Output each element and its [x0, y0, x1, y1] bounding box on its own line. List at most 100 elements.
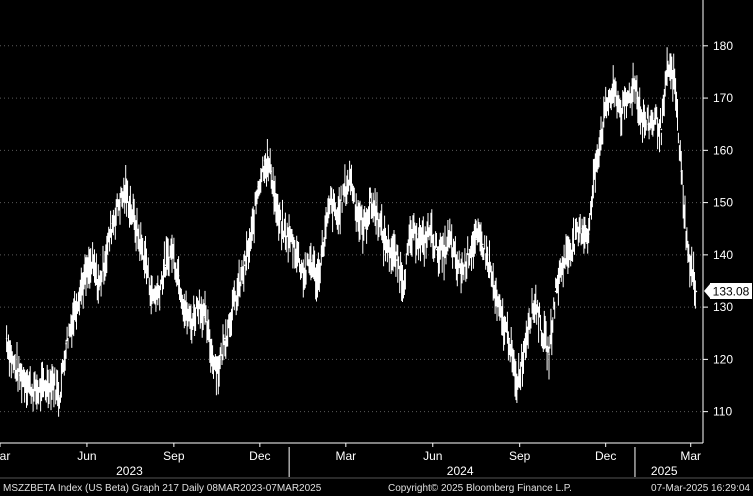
data-point [138, 238, 140, 240]
data-point [290, 238, 292, 240]
y-tick-label: 140 [713, 248, 733, 262]
data-point [667, 65, 669, 68]
last-value-pointer [704, 284, 710, 298]
data-point [72, 316, 74, 319]
data-point [561, 264, 563, 267]
data-point [695, 290, 698, 293]
data-point [462, 269, 464, 272]
data-point [131, 212, 134, 214]
data-point [118, 201, 120, 204]
data-point [210, 353, 213, 356]
data-point [587, 233, 590, 235]
data-point [243, 264, 246, 267]
data-point [620, 113, 623, 115]
data-point [343, 191, 345, 193]
last-value-badge [710, 283, 752, 299]
x-tick-label: Dec [595, 449, 616, 463]
data-point [263, 160, 266, 162]
data-point [144, 259, 147, 261]
data-point [124, 191, 127, 193]
data-point [303, 275, 306, 277]
data-point [111, 222, 114, 225]
data-point [323, 238, 325, 240]
plot-area [5, 47, 698, 417]
x-tick-label: Sep [163, 449, 185, 463]
y-tick-label: 150 [713, 196, 733, 210]
data-point [541, 332, 544, 335]
data-point [488, 264, 491, 267]
data-point [376, 212, 378, 214]
y-tick-label: 130 [713, 300, 733, 314]
data-point [468, 248, 471, 251]
data-point [429, 227, 431, 230]
data-point [673, 81, 676, 84]
data-point [680, 170, 683, 172]
data-point [501, 322, 504, 324]
data-point [356, 212, 359, 214]
x-tick-label: Mar [680, 449, 701, 463]
data-point [415, 233, 418, 235]
data-point [171, 248, 173, 251]
y-tick-label: 120 [713, 352, 733, 366]
data-point [607, 97, 610, 99]
data-point [5, 337, 8, 340]
data-point [574, 238, 577, 240]
y-tick-label: 160 [713, 143, 733, 157]
data-point [316, 280, 319, 282]
data-point [296, 254, 299, 256]
data-point [402, 280, 405, 282]
last-value-label: 133.08 [713, 285, 750, 299]
data-point [25, 379, 28, 382]
data-point [177, 275, 180, 277]
footer: MSZZBETA Index (US Beta) Graph 217 Daily… [3, 483, 750, 494]
data-point [654, 118, 656, 120]
data-point [191, 322, 193, 324]
data-point [349, 175, 352, 178]
x-tick-label: Sep [509, 449, 531, 463]
data-point [594, 165, 597, 167]
data-point [389, 248, 392, 251]
x-tick-label: Dec [249, 449, 270, 463]
x-tick-label: Mar [335, 449, 356, 463]
data-point [515, 384, 517, 387]
data-point [568, 248, 570, 251]
data-point [521, 358, 524, 361]
data-point [197, 301, 200, 303]
data-point [38, 389, 41, 392]
footer-left-text: MSZZBETA Index (US Beta) Graph 217 Daily… [3, 483, 322, 494]
data-point [310, 259, 312, 261]
data-point [435, 248, 438, 251]
data-point [528, 316, 530, 319]
data-point [422, 243, 425, 246]
data-point [230, 311, 233, 314]
y-tick-label: 170 [713, 91, 733, 105]
data-point [363, 227, 365, 230]
data-point [224, 337, 226, 340]
data-point [65, 342, 67, 345]
data-point [237, 290, 239, 293]
data-point [601, 128, 603, 131]
data-point [283, 233, 286, 235]
data-point [660, 128, 663, 131]
x-tick-label: Jun [77, 449, 96, 463]
data-point [98, 285, 100, 288]
data-point [32, 389, 34, 392]
data-point [12, 363, 14, 366]
data-point [257, 186, 259, 188]
data-point [91, 264, 94, 267]
data-point [475, 238, 478, 240]
data-point [627, 97, 630, 99]
data-point [151, 295, 153, 298]
data-point [495, 301, 497, 303]
data-point [548, 353, 550, 356]
data-point [396, 259, 398, 261]
footer-timestamp-text: 07-Mar-2025 16:29:04 [651, 483, 750, 494]
data-point [554, 290, 557, 293]
data-point [329, 201, 332, 204]
x-year-label: 2024 [447, 464, 474, 478]
y-tick-label: 110 [713, 405, 732, 419]
data-point [45, 384, 48, 387]
data-point [204, 316, 206, 319]
